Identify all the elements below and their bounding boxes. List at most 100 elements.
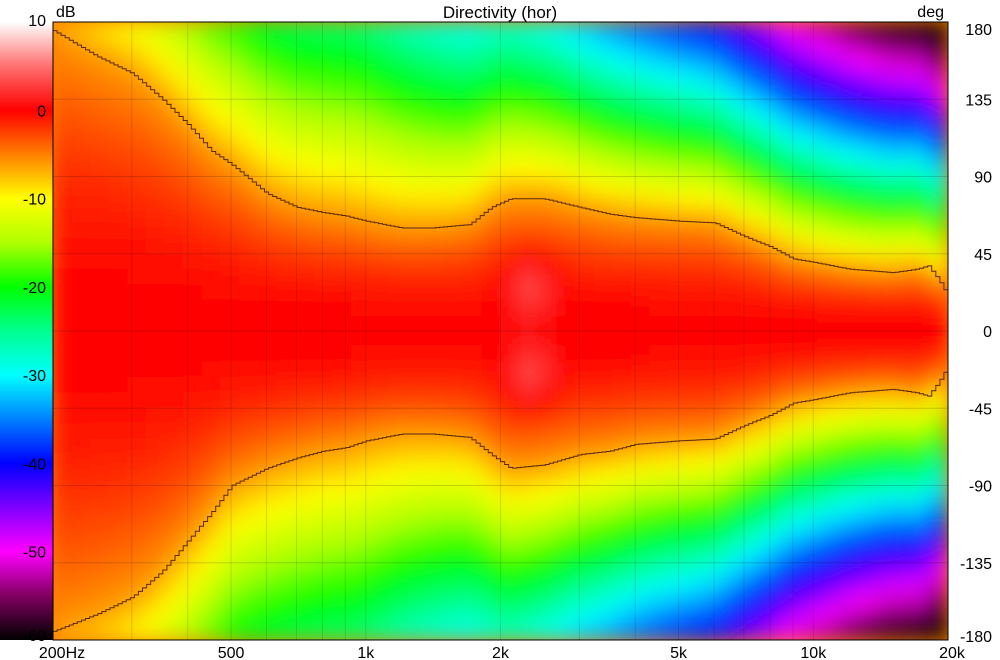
heatmap-cell: [276, 299, 296, 317]
heatmap-cell: [369, 237, 390, 255]
heatmap-cell: [686, 515, 707, 533]
heatmap-cell: [854, 114, 874, 131]
heatmap-cell: [686, 253, 707, 270]
heatmap-cell: [798, 52, 818, 69]
heatmap-cell: [630, 176, 651, 193]
heatmap-cell: [257, 36, 278, 54]
heatmap-cell: [705, 176, 725, 193]
heatmap-cell: [220, 531, 240, 548]
heatmap-cell: [313, 22, 334, 38]
heatmap-cell: [779, 176, 800, 193]
heatmap-cell: [201, 253, 222, 270]
heatmap-cell: [928, 52, 948, 69]
heatmap-cell: [220, 454, 240, 471]
heatmap-cell: [779, 284, 800, 301]
heatmap-cell: [388, 191, 408, 208]
heatmap-cell: [872, 253, 893, 270]
contour-lines: [53, 30, 949, 632]
heatmap-cell: [593, 438, 613, 456]
heatmap-cell: [593, 191, 613, 208]
heatmap-cell: [462, 577, 483, 595]
heatmap-cell: [891, 268, 912, 286]
heatmap-cell: [686, 176, 707, 193]
heatmap-cell: [537, 253, 557, 270]
heatmap-cell: [518, 608, 539, 626]
heatmap-cell: [574, 469, 595, 486]
heatmap-cell: [928, 22, 948, 38]
heatmap-cell: [667, 593, 688, 610]
heatmap-cell: [425, 98, 446, 116]
heatmap-cell: [257, 469, 278, 486]
heatmap-cell: [388, 392, 408, 409]
heatmap-cell: [201, 160, 222, 177]
heatmap-cell: [798, 562, 818, 579]
heatmap-cell: [145, 284, 166, 301]
heatmap-cell: [705, 438, 725, 456]
heatmap-cell: [555, 129, 576, 147]
heatmap-cell: [406, 160, 427, 177]
colorbar-tick-label: -20: [23, 280, 46, 297]
heatmap-cell: [761, 145, 781, 162]
heatmap-cell: [108, 176, 129, 193]
heatmap-cell: [555, 624, 576, 640]
heatmap-cell: [518, 176, 539, 193]
heatmap-cell: [891, 237, 912, 255]
heatmap-cell: [611, 485, 632, 502]
heatmap-cell: [164, 577, 185, 595]
heatmap-cell: [313, 284, 334, 301]
heatmap-cell: [388, 52, 408, 69]
heatmap-cell: [761, 608, 781, 626]
heatmap-cell: [369, 407, 390, 425]
heatmap-cell: [649, 392, 669, 409]
heatmap-cell: [928, 145, 948, 162]
heatmap-cell: [350, 392, 371, 409]
heatmap-cell: [649, 67, 669, 85]
heatmap-cell: [257, 330, 278, 347]
heatmap-cell: [835, 407, 856, 425]
heatmap-cell: [164, 83, 185, 100]
heatmap-cell: [332, 83, 352, 100]
heatmap-cell: [574, 191, 595, 208]
heatmap-cell: [220, 268, 240, 286]
right-axis-tick-label: -180: [960, 629, 992, 646]
heatmap-cell: [257, 361, 278, 378]
heatmap-cell: [425, 485, 446, 502]
heatmap-cell: [89, 577, 110, 595]
heatmap-cell: [369, 284, 390, 301]
heatmap-cell: [854, 454, 874, 471]
heatmap-cell: [238, 562, 259, 579]
heatmap-cell: [779, 500, 800, 517]
heatmap-cell: [891, 98, 912, 116]
heatmap-cell: [705, 299, 725, 317]
heatmap-cell: [350, 129, 371, 147]
heatmap-cell: [164, 222, 185, 239]
heatmap-cell: [220, 361, 240, 378]
heatmap-cell: [723, 531, 744, 548]
heatmap-cell: [425, 577, 446, 595]
heatmap-cell: [238, 330, 259, 347]
heatmap-cell: [854, 160, 874, 177]
heatmap-cell: [71, 22, 91, 38]
heatmap-cell: [313, 392, 334, 409]
colorbar-tick-label: -60: [23, 628, 46, 645]
heatmap-cell: [164, 299, 185, 317]
heatmap-cell: [276, 500, 296, 517]
heatmap-cell: [238, 284, 259, 301]
heatmap-cell: [555, 253, 576, 270]
heatmap-cell: [257, 67, 278, 85]
heatmap-cell: [294, 546, 315, 564]
heatmap-cell: [127, 98, 147, 116]
heatmap-cell: [910, 36, 930, 54]
heatmap-cell: [257, 407, 278, 425]
heatmap-cell: [649, 129, 669, 147]
heatmap-cell: [388, 593, 408, 610]
heatmap-cell: [108, 98, 129, 116]
heatmap-cell: [537, 469, 557, 486]
heatmap-cell: [332, 22, 352, 38]
heatmap-cell: [854, 129, 874, 147]
heatmap-cell: [257, 145, 278, 162]
heatmap-cell: [127, 515, 147, 533]
heatmap-cell: [481, 52, 501, 69]
heatmap-cell: [798, 67, 818, 85]
heatmap-cell: [835, 500, 856, 517]
